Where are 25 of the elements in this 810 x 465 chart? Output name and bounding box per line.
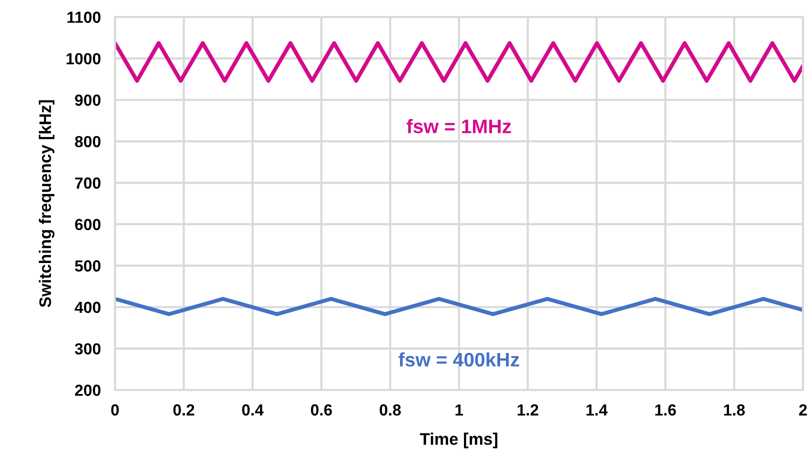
y-tick-label: 600: [75, 218, 100, 230]
x-tick-label: 0.8: [380, 404, 401, 416]
x-tick-label: 0.6: [310, 404, 332, 416]
x-tick-label: 0.4: [242, 404, 264, 416]
y-tick-label: 1100: [67, 12, 100, 23]
y-tick-label: 1000: [66, 53, 100, 64]
y-tick-label: 900: [75, 94, 100, 106]
x-axis-title: Time [ms]: [420, 432, 498, 448]
x-tick-label: 0.2: [173, 404, 194, 416]
y-tick-label: 800: [74, 136, 100, 148]
x-tick-label: 1.4: [586, 404, 608, 416]
x-tick-label: 1.8: [724, 404, 745, 416]
y-tick-label: 500: [74, 260, 100, 272]
y-tick-label: 200: [75, 384, 100, 396]
series-label: fsw = 1MHz: [406, 118, 511, 134]
y-axis-title: Switching frequency [kHz]: [38, 100, 54, 308]
x-tick-label: 1.6: [655, 404, 676, 416]
x-tick-label: 0: [111, 404, 119, 416]
x-tick-label: 1.2: [518, 404, 538, 416]
text: fsw = 400kHz: [398, 352, 520, 367]
y-tick-label: 300: [74, 343, 100, 355]
x-tick-label: 2: [799, 404, 807, 416]
x-tick-label: 1: [456, 404, 463, 416]
y-tick-label: 700: [75, 177, 100, 189]
y-tick-label: 400: [74, 302, 100, 314]
